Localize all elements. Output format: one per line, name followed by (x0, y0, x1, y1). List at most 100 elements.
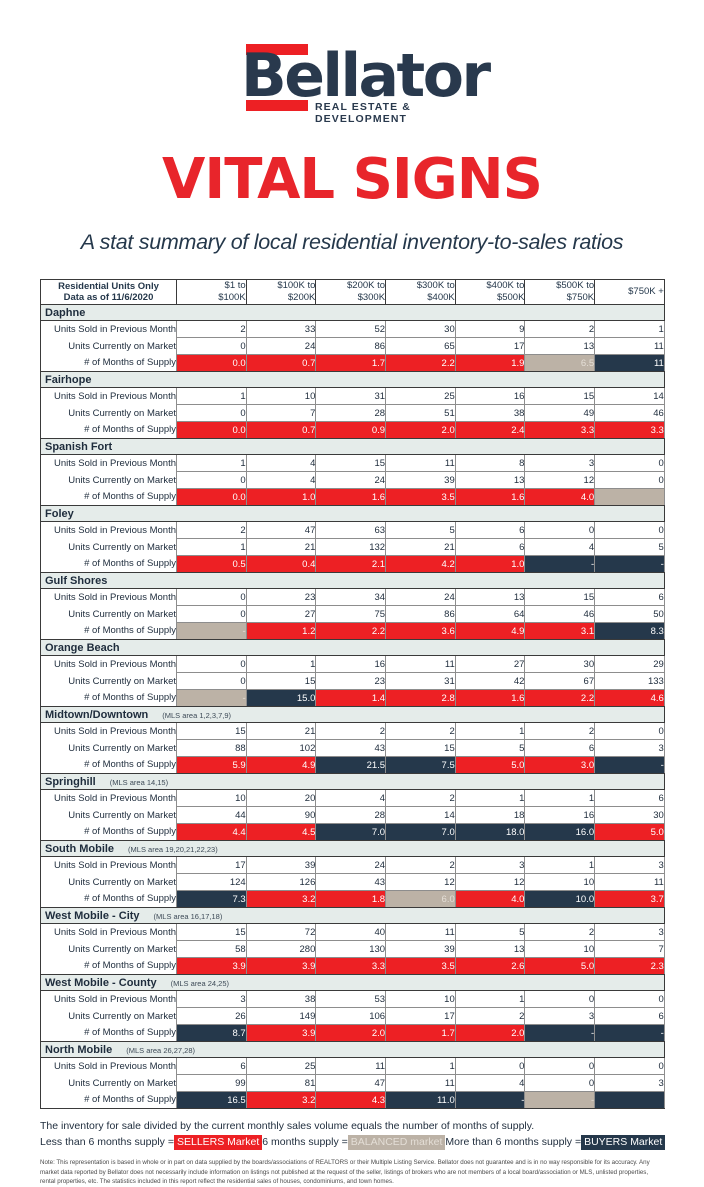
supply-cell-sellers: 2.0 (315, 1024, 387, 1042)
header-range-top: $1 to (224, 280, 246, 291)
header-range-top: $500K to (556, 280, 595, 291)
value-cell-sold: 16 (454, 387, 526, 405)
value-cell-sold: 30 (524, 655, 596, 673)
row-label-supply: # of Months of Supply (40, 421, 177, 439)
city-band-cell: Daphne (40, 304, 665, 321)
row-label-market: Units Currently on Market (40, 873, 177, 891)
value-cell-sold: 5 (385, 521, 456, 539)
value-cell-sold: 3 (524, 454, 596, 472)
header-range-bottom: $500K (496, 292, 525, 303)
legend-seg-2: 6 months supply = (262, 1136, 348, 1148)
header-range-top: $400K to (486, 280, 525, 291)
value-cell-market: 51 (385, 404, 456, 422)
supply-cell-sellers: 4.9 (245, 756, 317, 774)
value-cell-market: 30 (594, 806, 665, 824)
row-label-supply: # of Months of Supply (40, 622, 177, 640)
table-row: Units Currently on Market 44 90 28 14 18 16 30 (40, 806, 665, 824)
supply-cell-sellers: 1.8 (315, 890, 387, 908)
value-cell-sold: 1 (176, 387, 247, 405)
supply-cell-buyers: - (454, 1091, 526, 1109)
city-name: Orange Beach (45, 641, 120, 654)
value-cell-market: 280 (245, 940, 317, 958)
table-row: Units Sold in Previous Month 15 21 2 2 1 2 0 (40, 722, 665, 740)
mls-area-note: (MLS area 19,20,21,22,23) (128, 844, 218, 854)
table-row: Units Currently on Market 124 126 43 12 12 10 1… (40, 873, 665, 891)
row-label-supply: # of Months of Supply (40, 957, 177, 975)
value-cell-sold: 6 (176, 1057, 247, 1075)
row-label-market: Units Currently on Market (40, 1074, 177, 1092)
table-header-row: Residential Units Only Data as of 11/6/2… (40, 279, 665, 305)
legend-seg-1: Less than 6 months supply = (40, 1136, 174, 1148)
value-cell-sold: 0 (594, 722, 665, 740)
city-band-row: Spanish Fort (40, 438, 665, 455)
row-label-sold: Units Sold in Previous Month (40, 588, 177, 606)
row-label-market: Units Currently on Market (40, 1007, 177, 1025)
value-cell-market: 13 (454, 940, 526, 958)
table-row: # of Months of Supply 0.0 0.7 1.7 2.2 1.9 6.5 1… (40, 354, 665, 372)
value-cell-sold: 11 (385, 923, 456, 941)
value-cell-market: 17 (454, 337, 526, 355)
value-cell-sold: 0 (176, 655, 247, 673)
header-price-range-6: $750K + (594, 279, 665, 305)
value-cell-sold: 16 (315, 655, 387, 673)
value-cell-sold: 5 (454, 923, 526, 941)
value-cell-market: 90 (245, 806, 317, 824)
value-cell-market: 5 (454, 739, 526, 757)
value-cell-market: 1 (176, 538, 247, 556)
supply-cell-sellers: 4.0 (524, 488, 596, 506)
value-cell-market: 0 (176, 337, 247, 355)
footer-legend-line: Less than 6 months supply = SELLERS Mark… (40, 1135, 666, 1150)
value-cell-market: 0 (594, 471, 665, 489)
city-band-cell: Foley (40, 505, 665, 522)
supply-cell-sellers: 2.2 (315, 622, 387, 640)
supply-cell-sellers: 3.5 (385, 957, 456, 975)
supply-cell-buyers: 7.5 (385, 756, 456, 774)
value-cell-market: 99 (176, 1074, 247, 1092)
supply-cell-buyers: - (524, 1024, 596, 1042)
value-cell-market: 14 (385, 806, 456, 824)
value-cell-market: 39 (385, 471, 456, 489)
value-cell-market: 7 (245, 404, 317, 422)
value-cell-market: 28 (315, 404, 387, 422)
value-cell-market: 0 (176, 672, 247, 690)
vital-signs-table-wrap: Residential Units Only Data as of 11/6/2… (40, 279, 665, 1109)
supply-cell-sellers: 1.6 (315, 488, 387, 506)
value-cell-sold: 1 (454, 722, 526, 740)
value-cell-market: 2 (454, 1007, 526, 1025)
value-cell-market: 126 (245, 873, 317, 891)
table-row: Units Currently on Market 58 280 130 39 13 10 7 (40, 940, 665, 958)
value-cell-market: 49 (524, 404, 596, 422)
value-cell-market: 4 (245, 471, 317, 489)
value-cell-market: 42 (454, 672, 526, 690)
city-band-cell: Springhill (MLS area 14,15) (40, 773, 665, 790)
value-cell-sold: 2 (524, 722, 596, 740)
value-cell-sold: 39 (245, 856, 317, 874)
supply-cell-sellers: 1.4 (315, 689, 387, 707)
header-range-top: $750K + (628, 286, 664, 297)
header-range-bottom: $100K (218, 292, 246, 303)
value-cell-sold: 15 (315, 454, 387, 472)
row-label-sold: Units Sold in Previous Month (40, 923, 177, 941)
row-label-supply: # of Months of Supply (40, 1091, 177, 1109)
mls-area-note: (MLS area 16,17,18) (153, 911, 223, 921)
supply-cell-buyers: 8.3 (594, 622, 665, 640)
supply-cell-sellers: 0.4 (245, 555, 317, 573)
row-label-market: Units Currently on Market (40, 672, 177, 690)
row-label-supply: # of Months of Supply (40, 1024, 177, 1042)
supply-cell-buyers: 7.0 (385, 823, 456, 841)
table-row: Units Sold in Previous Month 2 33 52 30 9 2 1 (40, 320, 665, 338)
value-cell-market: 58 (176, 940, 247, 958)
row-label-sold: Units Sold in Previous Month (40, 1057, 177, 1075)
value-cell-sold: 13 (454, 588, 526, 606)
value-cell-sold: 15 (524, 387, 596, 405)
value-cell-market: 13 (454, 471, 526, 489)
value-cell-market: 44 (176, 806, 247, 824)
row-label-market: Units Currently on Market (40, 337, 177, 355)
value-cell-sold: 3 (176, 990, 247, 1008)
city-band-cell: Gulf Shores (40, 572, 665, 589)
supply-cell-sellers: 3.2 (245, 1091, 317, 1109)
value-cell-market: 67 (524, 672, 596, 690)
table-row: Units Currently on Market 99 81 47 11 4 0 3 (40, 1074, 665, 1092)
value-cell-sold: 3 (594, 923, 665, 941)
value-cell-sold: 23 (245, 588, 317, 606)
